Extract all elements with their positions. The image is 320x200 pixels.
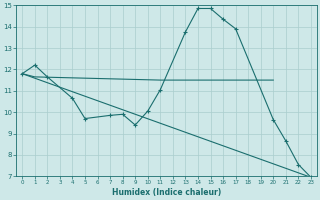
X-axis label: Humidex (Indice chaleur): Humidex (Indice chaleur)	[112, 188, 221, 197]
